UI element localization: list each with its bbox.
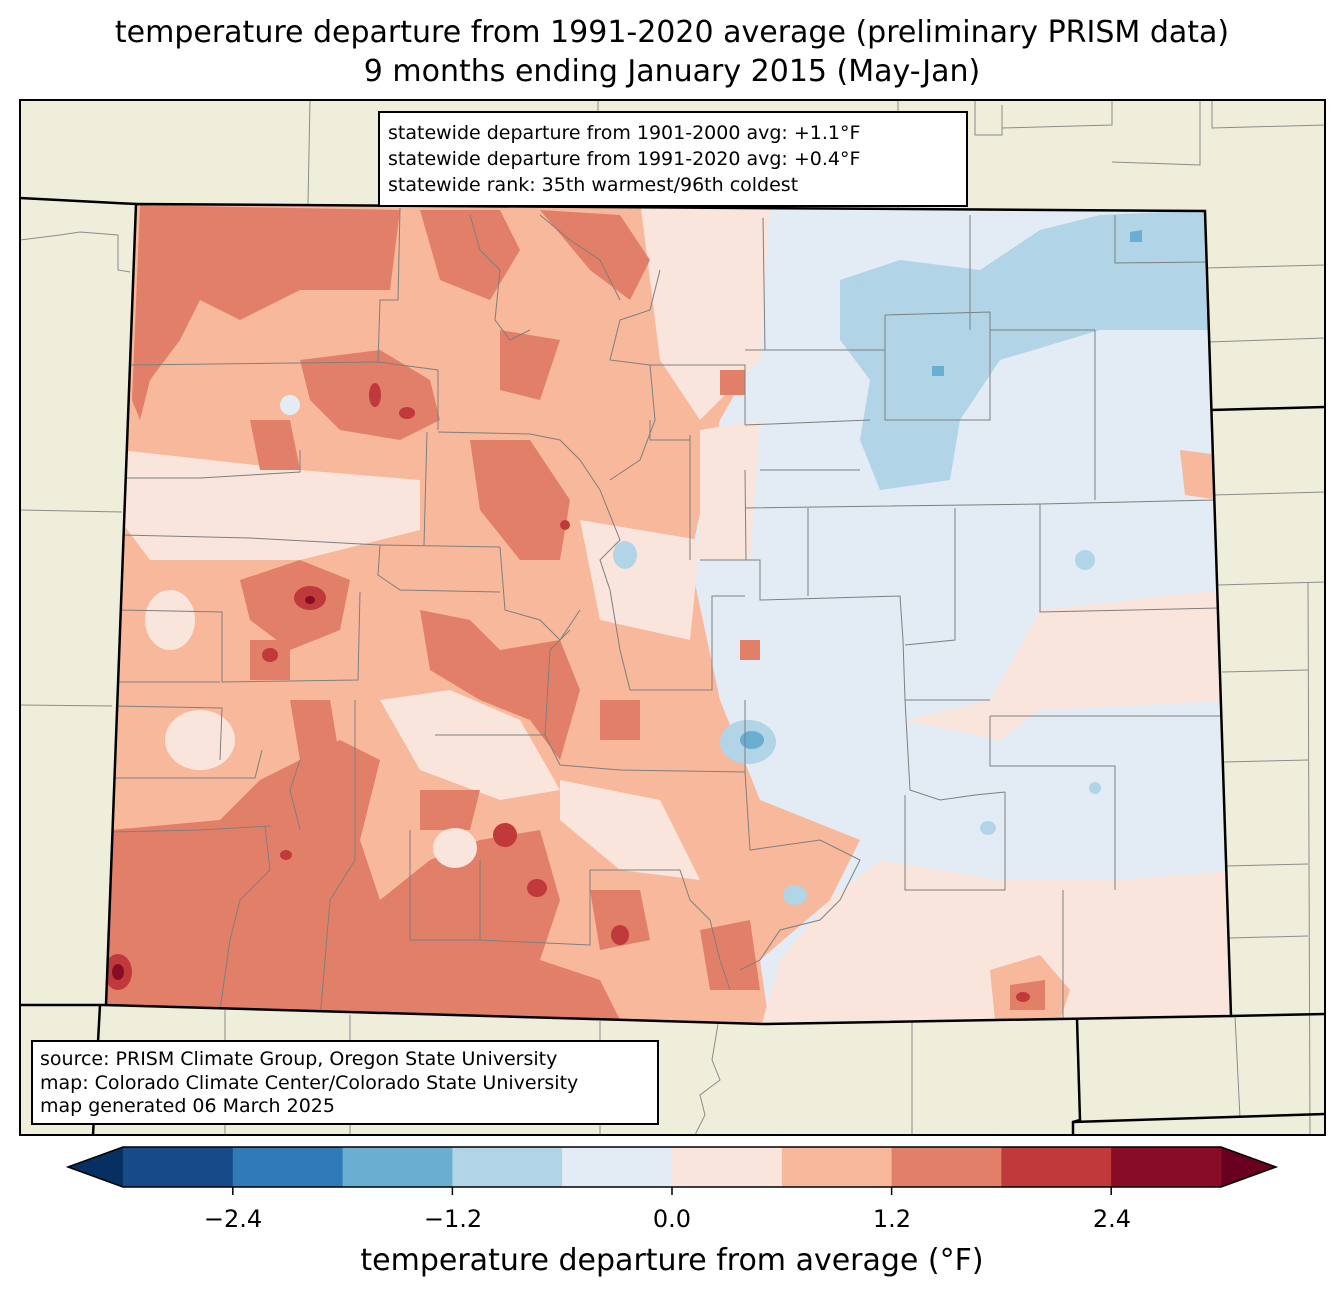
colorbar-extend-high xyxy=(1221,1147,1276,1187)
colorbar-bin xyxy=(891,1147,1002,1187)
colorbar-tick-label: −1.2 xyxy=(423,1205,483,1233)
map-frame-outline xyxy=(19,99,1326,1136)
colorbar-bin xyxy=(123,1147,234,1187)
stats-rank: statewide rank: 35th warmest/96th coldes… xyxy=(388,174,799,196)
county-lines xyxy=(107,207,1221,1021)
colorbar-bin xyxy=(342,1147,453,1187)
colorbar-label: temperature departure from average (°F) xyxy=(360,1243,984,1278)
colorbar-tick-label: 1.2 xyxy=(872,1205,912,1233)
departure-field xyxy=(106,204,1231,1024)
colorbar-bin xyxy=(781,1147,893,1187)
colorbar-bin xyxy=(562,1147,673,1187)
colorado-border xyxy=(104,202,1233,1026)
colorbar-tick-label: 2.4 xyxy=(1092,1205,1132,1233)
credit-generated: map generated 06 March 2025 xyxy=(40,1095,335,1117)
colorbar-tick-label: −2.4 xyxy=(203,1205,263,1233)
map-subtitle: 9 months ending January 2015 (May-Jan) xyxy=(363,54,981,89)
stats-departure-1991-2020: statewide departure from 1991-2020 avg: … xyxy=(388,148,861,170)
statewide-stats-box: statewide departure from 1901-2000 avg: … xyxy=(378,111,968,207)
credits-box: source: PRISM Climate Group, Oregon Stat… xyxy=(31,1040,659,1125)
colorbar-bin xyxy=(1001,1147,1112,1187)
credit-source: source: PRISM Climate Group, Oregon Stat… xyxy=(40,1048,558,1070)
colorbar-outline xyxy=(65,1146,1279,1188)
colorbar-bin xyxy=(452,1147,563,1187)
colorbar xyxy=(65,1146,1279,1195)
colorbar-bin xyxy=(232,1147,344,1187)
colorbar-extend-low xyxy=(68,1147,123,1187)
stats-departure-1901-2000: statewide departure from 1901-2000 avg: … xyxy=(388,122,861,144)
colorbar-tick-label: 0.0 xyxy=(652,1205,692,1233)
credit-map: map: Colorado Climate Center/Colorado St… xyxy=(40,1071,579,1094)
colorbar-bin xyxy=(672,1147,783,1187)
colorbar-bin xyxy=(1111,1147,1222,1187)
map-title: temperature departure from 1991-2020 ave… xyxy=(114,15,1230,50)
